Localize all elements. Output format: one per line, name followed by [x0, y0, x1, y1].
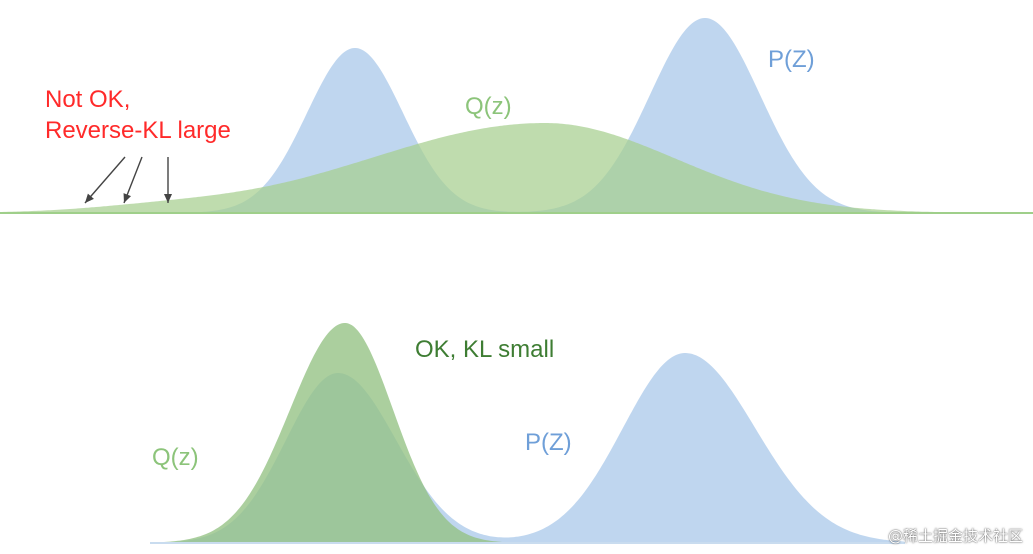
top-p-distribution-curve — [150, 18, 905, 213]
bottom-p-label: P(Z) — [525, 429, 572, 456]
warning-arrows — [84, 156, 172, 204]
top-panel: P(Z) Q(z) Not OK, Reverse-KL large — [0, 18, 1033, 214]
bottom-ok-label: OK, KL small — [415, 336, 554, 363]
top-q-label: Q(z) — [465, 93, 512, 120]
bottom-panel: OK, KL small Q(z) P(Z) — [150, 323, 905, 544]
bottom-q-distribution-curve — [150, 323, 560, 543]
bottom-q-label: Q(z) — [152, 444, 199, 471]
warning-arrowhead-1 — [85, 193, 94, 203]
top-q-distribution-curve — [0, 123, 1033, 213]
warning-arrow-1 — [84, 156, 126, 204]
top-p-label: P(Z) — [768, 46, 815, 73]
watermark: @稀土掘金技术社区 — [887, 527, 1023, 545]
warning-arrowhead-3 — [164, 194, 172, 203]
warning-label-line2: Reverse-KL large — [45, 117, 231, 144]
warning-label-line1: Not OK, — [45, 86, 130, 113]
warning-arrowhead-2 — [123, 193, 132, 203]
